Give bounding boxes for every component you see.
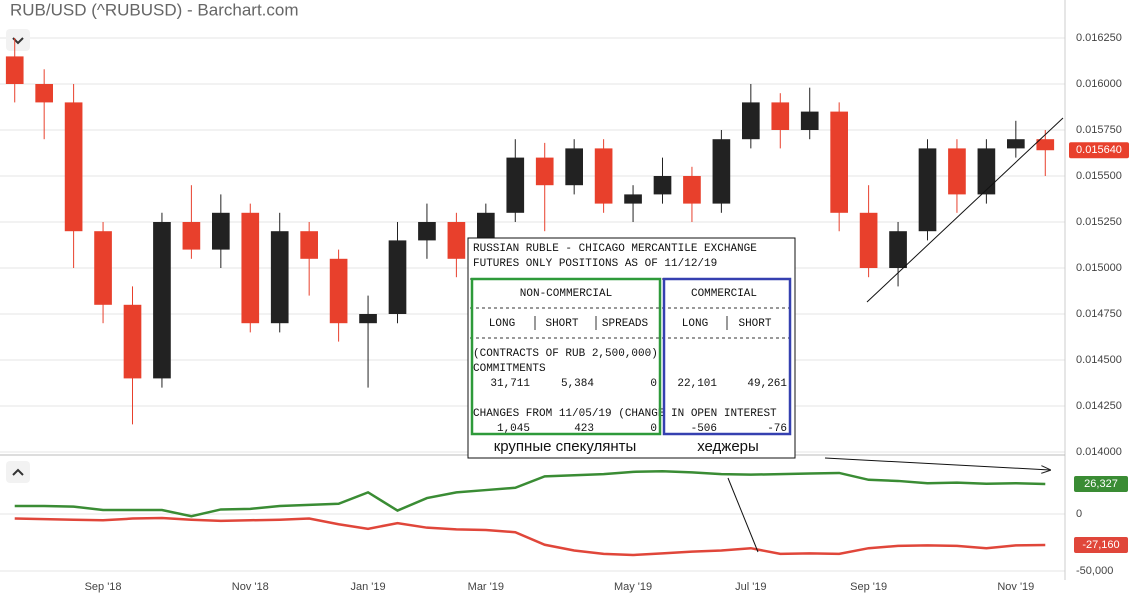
- candle-body: [859, 212, 878, 268]
- candle-body: [447, 222, 466, 259]
- candle-body: [948, 148, 966, 195]
- end-label-box: [1074, 475, 1128, 492]
- candle-body: [624, 194, 642, 204]
- column-header: LONG: [489, 318, 515, 330]
- x-tick-label: Nov '19: [997, 581, 1034, 593]
- series-line: [14, 469, 1046, 518]
- candle-body: [359, 314, 377, 324]
- y-tick-label: 0.015750: [1076, 124, 1122, 136]
- table-cell: 22,101: [677, 378, 717, 390]
- chart-title: RUB/USD (^RUBUSD) - Barchart.com: [10, 0, 299, 19]
- table-cell: -506: [691, 423, 717, 435]
- column-header: SPREADS: [602, 318, 649, 330]
- candle-body: [418, 222, 436, 241]
- collapse-button[interactable]: [6, 461, 30, 483]
- unit-note: (CONTRACTS OF RUB 2,500,000): [473, 348, 658, 360]
- candle-body: [241, 212, 260, 324]
- candle-body: [388, 240, 407, 314]
- candle-body: [94, 231, 112, 305]
- table-cell: 1,045: [497, 423, 530, 435]
- candle-body: [712, 139, 731, 204]
- series-line: [14, 516, 1046, 557]
- y-tick-label: 0.015500: [1076, 170, 1122, 182]
- table-cell: -76: [767, 423, 787, 435]
- table-title: RUSSIAN RUBLE - CHICAGO MERCANTILE EXCHA…: [473, 243, 757, 255]
- candle-body: [329, 258, 348, 324]
- y-tick-label: 0.015000: [1076, 262, 1122, 274]
- group-header: COMMERCIAL: [691, 288, 757, 300]
- y-tick-label: 0.016250: [1076, 32, 1122, 44]
- candle-body: [683, 176, 701, 204]
- end-label-box: [1074, 536, 1128, 553]
- x-tick-label: Mar '19: [468, 581, 504, 593]
- y-tick-label: 0.014000: [1076, 446, 1122, 458]
- table-cell: 49,261: [747, 378, 787, 390]
- candle-body: [5, 56, 24, 84]
- candle-body: [212, 212, 230, 250]
- cot-table: RUSSIAN RUBLE - CHICAGO MERCANTILE EXCHA…: [467, 237, 796, 459]
- candle-body: [300, 231, 318, 259]
- candle-body: [35, 84, 53, 103]
- candle-body: [535, 157, 554, 186]
- candle-body: [182, 222, 201, 250]
- candle-body: [918, 148, 937, 232]
- group-header: NON-COMMERCIAL: [520, 288, 612, 300]
- candle-body: [123, 304, 142, 379]
- row-label: COMMITMENTS: [473, 363, 546, 375]
- candle-body: [977, 148, 996, 195]
- candle-body: [771, 102, 790, 130]
- candle-body: [800, 111, 819, 130]
- end-label: -27,160: [1082, 539, 1119, 551]
- candle-body: [653, 176, 672, 195]
- candle-body: [565, 148, 583, 186]
- candle-body: [153, 222, 171, 379]
- candle-body: [742, 102, 760, 140]
- candle-body: [830, 111, 848, 213]
- x-tick-label: Jan '19: [350, 581, 385, 593]
- collapse-button[interactable]: [6, 29, 30, 51]
- x-tick-label: Sep '18: [85, 581, 122, 593]
- pointer-line: [727, 477, 759, 553]
- y-tick-label: 0: [1076, 508, 1082, 520]
- last-price-label: 0.015640: [1076, 144, 1122, 156]
- column-header: SHORT: [738, 318, 771, 330]
- candle-body: [64, 102, 83, 232]
- y-tick-label: -50,000: [1076, 565, 1113, 577]
- row-label: CHANGES FROM 11/05/19 (CHANGE IN OPEN IN…: [473, 408, 777, 420]
- table-subtitle: FUTURES ONLY POSITIONS AS OF 11/12/19: [473, 258, 717, 270]
- x-tick-label: Sep '19: [850, 581, 887, 593]
- trend-line: [866, 117, 1064, 303]
- column-header: LONG: [682, 318, 708, 330]
- x-tick-label: Nov '18: [232, 581, 269, 593]
- candle-body: [1007, 139, 1025, 149]
- candle-body: [506, 157, 525, 213]
- candle-body: [889, 231, 907, 268]
- annotation: хеджеры: [697, 438, 759, 455]
- table-cell: 5,384: [561, 378, 594, 390]
- table-cell: 0: [650, 423, 657, 435]
- annotation: крупные спекулянты: [494, 438, 637, 455]
- candle-body: [594, 148, 613, 204]
- last-price-box: [1069, 142, 1129, 159]
- x-tick-label: Jul '19: [735, 581, 766, 593]
- table-cell: 0: [650, 378, 657, 390]
- plot: 0.014000 0.014250 0.014500 0.014750 0.015000…: [5, 32, 1129, 593]
- table-cell: 31,711: [490, 378, 530, 390]
- candle-body: [270, 231, 289, 324]
- x-tick-label: May '19: [614, 581, 652, 593]
- y-tick-label: 0.014500: [1076, 354, 1122, 366]
- y-tick-label: 0.016000: [1076, 78, 1122, 90]
- arrow: [824, 457, 1050, 470]
- end-label: 26,327: [1084, 478, 1118, 490]
- y-tick-label: 0.015250: [1076, 216, 1122, 228]
- table-cell: 423: [574, 423, 594, 435]
- candle-body: [1036, 139, 1055, 151]
- y-tick-label: 0.014750: [1076, 308, 1122, 320]
- y-tick-label: 0.014250: [1076, 400, 1122, 412]
- column-header: SHORT: [545, 318, 578, 330]
